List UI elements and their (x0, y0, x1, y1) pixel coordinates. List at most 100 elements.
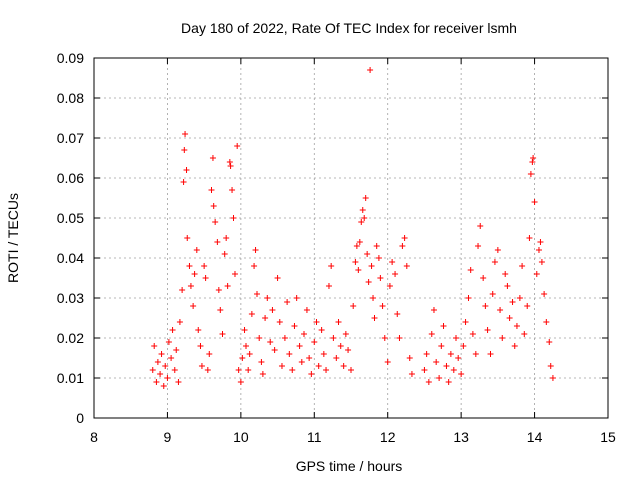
data-point (348, 367, 354, 373)
data-point (149, 367, 156, 373)
data-point (308, 371, 315, 377)
data-point (381, 335, 388, 341)
y-tick-label: 0 (76, 410, 84, 426)
data-point (491, 259, 498, 265)
data-point (352, 259, 359, 265)
data-point (267, 339, 274, 345)
data-point (392, 271, 399, 277)
data-point (274, 275, 281, 281)
data-point (186, 263, 193, 269)
data-point (171, 367, 178, 373)
data-point (546, 339, 553, 345)
data-point (323, 367, 330, 373)
data-point (509, 299, 516, 305)
data-point (223, 235, 230, 241)
data-point (356, 239, 363, 245)
data-point (208, 187, 215, 193)
data-point (221, 251, 228, 257)
data-point (306, 355, 313, 361)
data-point (519, 263, 526, 269)
data-point (293, 295, 300, 301)
data-point (421, 367, 428, 373)
data-point (511, 343, 518, 349)
data-point (355, 267, 362, 273)
data-point (164, 375, 171, 381)
data-point (384, 359, 391, 365)
data-point (239, 355, 246, 361)
data-point (428, 331, 435, 337)
data-point (262, 315, 269, 321)
data-point (460, 343, 467, 349)
x-axis-label: GPS time / hours (296, 458, 403, 474)
data-point (365, 279, 372, 285)
data-point (296, 343, 303, 349)
data-point (325, 283, 332, 289)
data-point (181, 147, 188, 153)
data-point (173, 347, 180, 353)
data-point (269, 307, 276, 313)
data-point (315, 363, 322, 369)
data-point (368, 263, 375, 269)
data-point (157, 371, 164, 377)
data-point (361, 215, 368, 221)
data-point (537, 239, 544, 245)
data-point (443, 363, 450, 369)
x-tick-label: 12 (380, 429, 396, 445)
data-point (469, 331, 476, 337)
data-point (494, 247, 501, 253)
x-tick-label: 14 (527, 429, 543, 445)
y-tick-label: 0.01 (57, 370, 84, 386)
data-point (320, 351, 327, 357)
data-point (477, 223, 484, 229)
data-point (345, 347, 352, 353)
data-point (153, 379, 160, 385)
data-point (389, 259, 396, 265)
data-point (406, 355, 413, 361)
data-point (475, 243, 482, 249)
data-point (184, 235, 191, 241)
data-point (440, 323, 447, 329)
x-tick-label: 9 (164, 429, 172, 445)
data-point (433, 359, 440, 365)
data-point (251, 263, 258, 269)
data-point (191, 271, 198, 277)
y-tick-label: 0.04 (57, 250, 84, 266)
data-point (226, 159, 233, 165)
data-point (487, 351, 494, 357)
data-point (370, 295, 377, 301)
data-point (237, 379, 244, 385)
y-tick-label: 0.08 (57, 90, 84, 106)
data-point (180, 179, 187, 185)
data-point (535, 247, 542, 253)
data-point (291, 323, 298, 329)
data-point (358, 219, 365, 225)
data-point (278, 363, 285, 369)
data-point (193, 247, 200, 253)
data-point (359, 207, 366, 213)
data-point (489, 291, 496, 297)
data-point (311, 339, 318, 345)
chart-title: Day 180 of 2022, Rate Of TEC Index for r… (181, 20, 517, 36)
data-point (530, 155, 537, 161)
data-point (499, 335, 506, 341)
plot-frame (93, 57, 609, 419)
data-point (256, 335, 263, 341)
data-point (364, 251, 371, 257)
data-point (386, 283, 393, 289)
data-point (264, 295, 271, 301)
data-point (234, 143, 241, 149)
data-point (175, 379, 182, 385)
data-point (362, 195, 369, 201)
data-point (248, 311, 255, 317)
data-point (176, 319, 183, 325)
data-point (425, 379, 432, 385)
data-point (526, 235, 533, 241)
data-point (333, 355, 340, 361)
x-tick-label: 10 (233, 429, 249, 445)
data-point (197, 343, 204, 349)
data-point (328, 263, 335, 269)
data-point (201, 263, 208, 269)
data-point (183, 167, 190, 173)
data-point (472, 351, 479, 357)
data-point (504, 283, 511, 289)
